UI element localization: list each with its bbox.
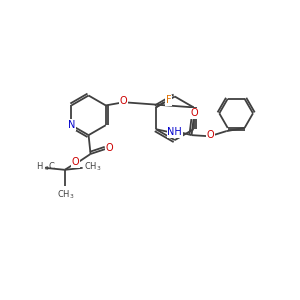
Text: NH: NH [167, 127, 182, 137]
Text: O: O [120, 97, 128, 106]
Text: H: H [37, 162, 43, 171]
Text: CH$_3$: CH$_3$ [84, 160, 101, 173]
Text: F: F [166, 95, 172, 106]
Text: $_3$C: $_3$C [44, 160, 56, 173]
Text: N: N [68, 120, 75, 130]
Text: O: O [191, 108, 198, 118]
Text: O: O [207, 130, 214, 140]
Text: O: O [72, 157, 80, 167]
Text: O: O [106, 143, 113, 153]
Text: CH$_3$: CH$_3$ [57, 189, 75, 201]
